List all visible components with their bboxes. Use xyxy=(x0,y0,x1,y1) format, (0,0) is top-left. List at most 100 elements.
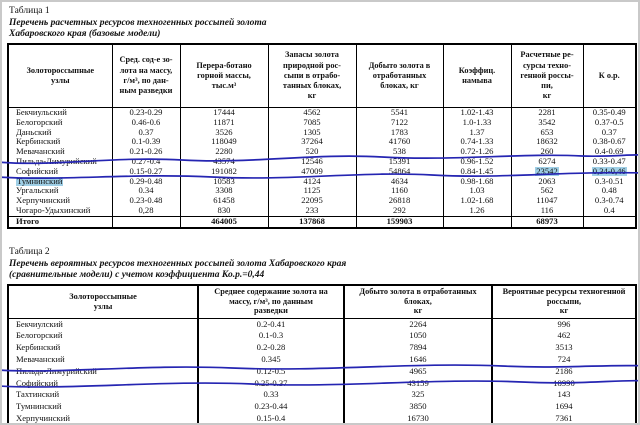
table-row: Ургальский 0.34 3308 1125 1160 1.03 562 0.48 xyxy=(8,186,636,197)
column-header: Добыто золота в отработанных блоках, кг xyxy=(343,284,492,319)
column-header: Золотороссыпные узлы xyxy=(8,44,112,108)
table-cell: 0,28 xyxy=(111,205,180,217)
table-cell: 1783 xyxy=(355,127,443,138)
table-cell: 0.2-0.28 xyxy=(197,342,344,354)
table-cell: 0.4 xyxy=(582,205,636,217)
table-cell: 0.84-1.45 xyxy=(442,166,511,177)
table-row: Тумнинский 0.29-0.48 10583 4124 4634 0.98-1.6… xyxy=(8,176,636,187)
table-cell xyxy=(582,215,636,228)
table-cell: 0.37 xyxy=(111,127,180,138)
table-cell: Бекчиульский xyxy=(16,107,67,117)
table-cell: 10583 xyxy=(179,176,268,187)
table-cell: 0.1-0.39 xyxy=(111,137,180,148)
highlighted-text: Тумнинский xyxy=(16,176,64,186)
table-cell: 325 xyxy=(343,389,492,402)
table-cell: 0.98-1.68 xyxy=(442,176,511,187)
table-cell: 4562 xyxy=(267,107,356,118)
table-cell: Белогорский xyxy=(16,117,63,127)
table-cell: Пильда-Лимурийский xyxy=(16,156,97,166)
table-cell: Софийский xyxy=(16,166,58,176)
table-cell: 0.33 xyxy=(197,389,344,402)
table-cell: 1.0-1.33 xyxy=(442,117,511,128)
table-cell: 0.35-0.49 xyxy=(582,107,636,118)
table-cell: 0.345 xyxy=(197,353,344,366)
table-cell: 1.03 xyxy=(442,186,511,197)
table-row: Белогорский 0.1-0.3 1050 462 xyxy=(8,330,636,343)
table-cell: 7085 xyxy=(267,117,356,128)
table-cell: Тахтинский xyxy=(16,389,60,400)
table-row: Тахтинский 0.33 325 143 xyxy=(8,389,636,402)
table-row: Чогаро-Удыхинский 0,28 830 233 292 1.26 116 0.4 xyxy=(8,205,636,217)
table1-title: Перечень расчетных ресурсов техногенных … xyxy=(9,18,267,39)
table-cell: 1.26 xyxy=(442,205,511,217)
table-cell: 118049 xyxy=(179,137,268,148)
table-row: Белогорский 0.46-0.6 11871 7085 7122 1.0-1.33… xyxy=(8,117,636,128)
table-cell: 1050 xyxy=(343,330,492,343)
table1-caption: Таблица 1 xyxy=(9,6,50,16)
table-cell: Кербинский xyxy=(16,137,61,147)
table-cell: 292 xyxy=(355,205,443,217)
table2-title: Перечень вероятных ресурсов техногенных … xyxy=(9,258,347,280)
table-cell: Даньский xyxy=(16,127,52,137)
table-cell: 11871 xyxy=(179,117,268,128)
table-cell: 4124 xyxy=(267,176,356,187)
table-cell: 0.72-1.26 xyxy=(442,147,511,157)
highlighted-text: 0,34-0,46 xyxy=(591,166,627,176)
table-cell: Мевачанский xyxy=(16,147,65,157)
table-cell: Итого xyxy=(8,215,112,228)
table-cell: Белогорский xyxy=(16,330,63,341)
table-cell: 12546 xyxy=(267,156,356,167)
table-row: Даньский 0.37 3526 1305 1783 1.37 653 0.37 xyxy=(8,127,636,138)
table-cell: 0.48 xyxy=(582,186,636,197)
table-cell: 54864 xyxy=(355,166,443,177)
table-cell: 0.25-0.37 xyxy=(197,377,344,390)
table-row: Мевачанский 0.21-0.26 2280 520 538 0.72-1.26 2… xyxy=(8,147,636,157)
table-row: Херпучинский 0.15-0.4 16730 7361 xyxy=(8,412,636,423)
table-cell: 4965 xyxy=(343,365,492,378)
table-cell: Пильда-Лимурийский xyxy=(16,365,97,376)
table-row: Софийский 0.15-0.27 191082 47009 54864 0.84-1… xyxy=(8,166,636,177)
table-cell: 0,34-0,46 xyxy=(582,166,636,177)
table-cell: 0.27-0.4 xyxy=(111,156,180,167)
table-cell: 0.3-0.51 xyxy=(582,176,636,187)
table-row: Кербинский 0.2-0.28 7894 3513 xyxy=(8,342,636,354)
column-header: Золотороссыпные узлы xyxy=(8,284,198,319)
table-cell: 0.23-0.29 xyxy=(111,107,180,118)
table-cell xyxy=(442,215,511,228)
column-header: Сред. сод-е зо- лота на массу, г/м³, по … xyxy=(111,44,180,108)
table-cell: 3526 xyxy=(179,127,268,138)
table-row: Мевачанский 0.345 1646 724 xyxy=(8,353,636,366)
table-cell: 0.96-1.52 xyxy=(442,156,511,167)
table-cell: Тумнинский xyxy=(16,401,62,412)
table-row: Херпучинский 0.23-0.48 61458 22095 26818 1.02… xyxy=(8,196,636,206)
table-cell: 4634 xyxy=(355,176,443,187)
table-cell: 137868 xyxy=(267,215,356,228)
table-cell: 26818 xyxy=(355,196,443,206)
table-cell: 0.21-0.26 xyxy=(111,147,180,157)
table-cell: 464005 xyxy=(179,215,268,228)
table-cell: 3513 xyxy=(491,342,636,354)
table-cell: 1694 xyxy=(491,401,636,413)
table-cell: 2281 xyxy=(510,107,583,118)
table-cell: 23542 xyxy=(510,166,583,177)
table-cell: Тумнинский xyxy=(8,176,112,187)
table-row: Бекчиулский 0.2-0.41 2264 996 xyxy=(8,318,636,331)
table-cell: 1305 xyxy=(267,127,356,138)
table-cell: 1160 xyxy=(355,186,443,197)
table-cell: 1125 xyxy=(267,186,356,197)
table-cell: 0.34 xyxy=(111,186,180,197)
table-cell: 0.74-1.33 xyxy=(442,137,511,148)
table-cell: 462 xyxy=(491,330,636,343)
table-cell: 116 xyxy=(510,205,583,217)
table-row: Итого 464005 137868 159903 68973 xyxy=(8,215,636,228)
table-cell: 0.2-0.41 xyxy=(197,318,344,331)
table-row: Бекчиульский 0.23-0.29 17444 4562 5541 1.02-1… xyxy=(8,107,636,118)
column-header: Запасы золота природной рос- сыпи в отра… xyxy=(267,44,356,108)
table-cell: 47009 xyxy=(267,166,356,177)
table-cell: Херпучинский xyxy=(16,196,70,206)
table-cell: 16730 xyxy=(343,412,492,423)
table-cell: 260 xyxy=(510,147,583,157)
table-cell: 3308 xyxy=(179,186,268,197)
table-cell: 830 xyxy=(179,205,268,217)
